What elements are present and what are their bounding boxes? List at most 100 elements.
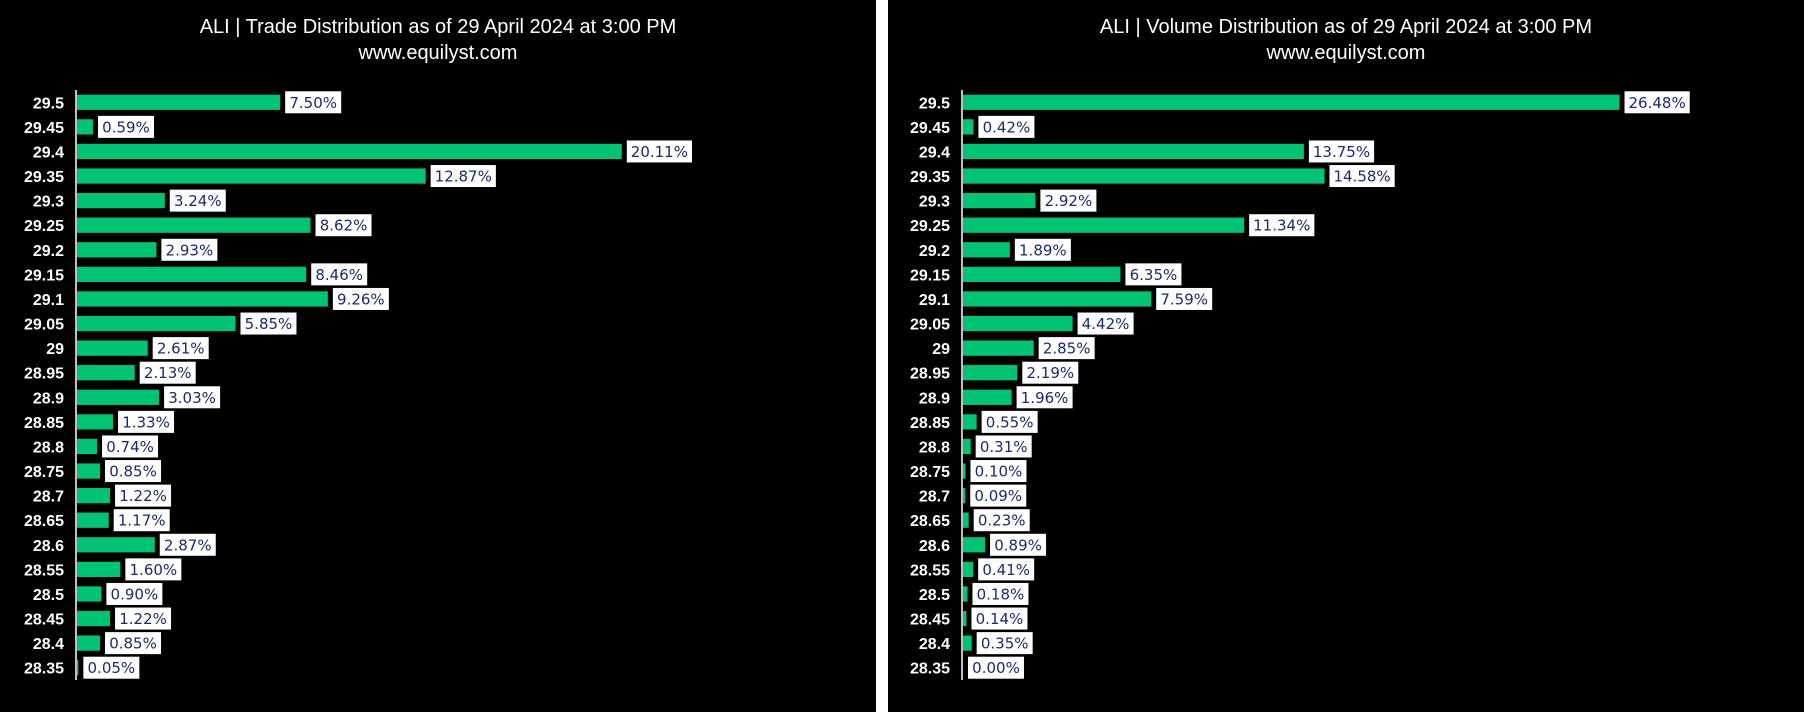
bar (77, 414, 114, 430)
data-label: 2.85% (1043, 340, 1091, 358)
bar (77, 389, 160, 405)
bar (77, 340, 148, 356)
data-label-box (105, 632, 162, 655)
bar (963, 635, 972, 651)
data-label-box (311, 263, 368, 286)
category-label: 29 (932, 341, 950, 358)
data-label: 3.03% (168, 389, 216, 407)
bar (77, 168, 426, 184)
bar (963, 512, 969, 528)
bar (963, 586, 968, 602)
data-label: 26.48% (1629, 94, 1686, 112)
category-label: 29.25 (24, 218, 64, 235)
bar (963, 414, 977, 430)
data-label: 12.87% (435, 168, 492, 186)
data-label: 2.87% (164, 536, 212, 554)
data-label: 20.11% (631, 143, 688, 161)
bar (963, 291, 1152, 307)
category-label: 28.5 (919, 587, 950, 604)
data-label: 1.60% (130, 561, 178, 579)
data-label: 5.85% (245, 315, 293, 333)
data-label-box (975, 435, 1032, 458)
category-label: 29.1 (919, 292, 950, 309)
data-label: 2.93% (166, 241, 214, 259)
data-label-box (83, 656, 140, 679)
category-label: 28.85 (24, 415, 64, 432)
data-label: 1.89% (1019, 241, 1067, 259)
bar (77, 463, 101, 479)
data-label: 1.22% (119, 487, 167, 505)
category-label: 28.85 (910, 415, 950, 432)
data-label-box (105, 460, 162, 483)
data-label: 0.55% (986, 413, 1034, 431)
data-label-box (978, 115, 1035, 138)
bar (77, 512, 109, 528)
volume-distribution-chart: 29.5 26.48% 29.45 0.42% 29.4 13.75% 29.35 14.58… (910, 90, 1690, 680)
bar (77, 193, 165, 209)
category-label: 28.4 (33, 636, 64, 653)
data-label-box (1040, 189, 1097, 212)
volume-chart-title-block: ALI | Volume Distribution as of 29 April… (888, 14, 1804, 66)
category-label: 29.5 (33, 95, 64, 112)
category-label: 29.05 (24, 317, 64, 334)
category-label: 29.35 (910, 169, 950, 186)
category-label: 28.55 (910, 562, 950, 579)
category-label: 28.5 (33, 587, 64, 604)
volume-chart-title: ALI | Volume Distribution as of 29 April… (1099, 16, 1593, 38)
data-label-box (152, 337, 209, 360)
data-label: 0.14% (976, 610, 1024, 628)
bar (77, 266, 307, 282)
data-label: 0.74% (106, 438, 154, 456)
bar (77, 119, 93, 135)
category-label: 28.4 (919, 636, 950, 653)
category-label: 28.6 (33, 538, 64, 555)
category-label: 28.7 (33, 489, 64, 506)
data-label: 7.59% (1160, 290, 1208, 308)
data-label-box (1014, 238, 1071, 261)
bar (963, 389, 1012, 405)
category-label: 29.3 (33, 194, 64, 211)
data-label-box (1156, 287, 1213, 310)
data-label: 1.96% (1021, 389, 1069, 407)
data-label: 0.59% (102, 118, 150, 136)
data-label: 0.35% (981, 635, 1029, 653)
data-label-box (430, 165, 496, 188)
data-label-box (115, 607, 172, 630)
bar (963, 463, 966, 479)
data-label: 1.22% (119, 610, 167, 628)
data-label: 2.92% (1045, 192, 1093, 210)
category-label: 29.15 (24, 267, 64, 284)
trade-distribution-panel: ALI | Trade Distribution as of 29 April … (0, 0, 876, 712)
category-label: 29.4 (33, 144, 64, 161)
data-label: 0.00% (972, 659, 1020, 677)
data-label: 11.34% (1253, 217, 1310, 235)
bar (77, 586, 102, 602)
data-label-box (1125, 263, 1182, 286)
category-label: 28.65 (24, 513, 64, 530)
data-label-box (1038, 337, 1095, 360)
category-label: 28.75 (24, 464, 64, 481)
bar (963, 340, 1034, 356)
data-label-box (981, 410, 1038, 433)
bar (963, 488, 966, 504)
data-label-box (97, 115, 154, 138)
category-label: 29.2 (919, 243, 950, 260)
data-label-box (102, 435, 159, 458)
data-label-box (976, 632, 1033, 655)
data-label-box (973, 509, 1030, 532)
data-label-box (971, 607, 1028, 630)
trade-chart-subtitle: www.equilyst.com (358, 42, 518, 64)
data-label-box (240, 312, 297, 335)
data-label-box (106, 582, 163, 605)
data-label: 0.41% (982, 561, 1030, 579)
data-label-box (164, 386, 221, 409)
category-label: 28.8 (33, 439, 64, 456)
bar (963, 610, 967, 627)
bar (963, 242, 1010, 258)
category-label: 29.05 (910, 317, 950, 334)
data-label: 1.33% (122, 413, 170, 431)
data-label: 0.09% (974, 487, 1022, 505)
data-label: 0.90% (111, 585, 159, 603)
bar (963, 266, 1121, 282)
data-label-box (970, 460, 1027, 483)
